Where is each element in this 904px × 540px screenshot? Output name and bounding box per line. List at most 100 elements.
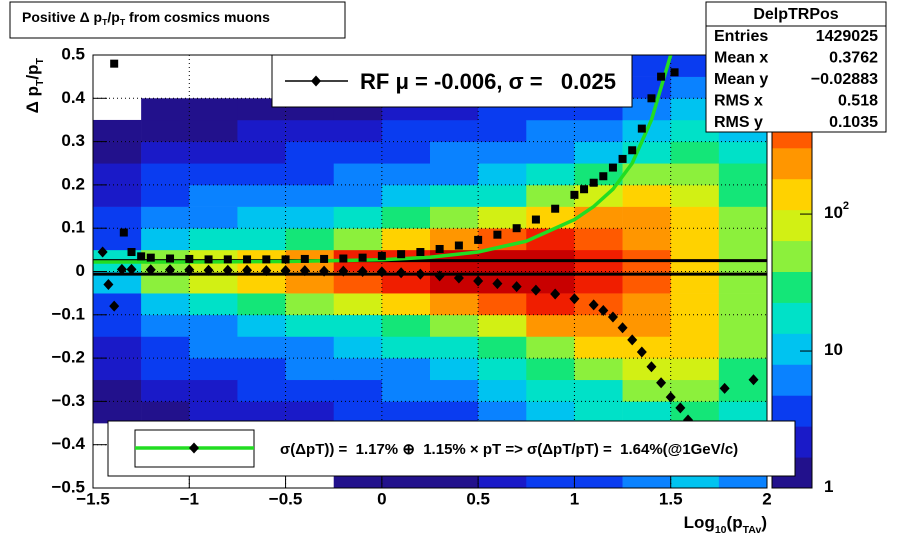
heat-cell (478, 206, 527, 229)
point (628, 146, 637, 155)
heat-cell (478, 163, 527, 186)
x-tick-label: 0 (377, 489, 386, 508)
point (598, 304, 609, 316)
heat-cell (718, 358, 768, 381)
heat-cell (93, 379, 142, 402)
x-axis-title-part: Log (684, 513, 715, 532)
point (126, 263, 137, 275)
heat-cell (141, 358, 190, 381)
heat-cell (718, 314, 768, 337)
heat-cell (478, 401, 527, 424)
heat-cell (237, 119, 286, 142)
heat-cell (430, 119, 479, 142)
heat-cell (237, 206, 286, 229)
heat-cell (718, 379, 768, 402)
heat-cell (333, 314, 383, 337)
heat-cell (381, 336, 431, 359)
heat-cell (381, 228, 431, 251)
z-tick-label: 102 (824, 200, 849, 223)
point (530, 284, 541, 296)
y-axis-title-part: T (34, 79, 46, 86)
heat-cell (430, 314, 479, 337)
point (116, 263, 127, 275)
heat-cell (285, 119, 335, 142)
heat-cell (381, 379, 431, 402)
heat-cell (237, 271, 286, 294)
heat-cell (333, 206, 383, 229)
heat-cell (285, 314, 335, 337)
y-tick-label: −0.3 (51, 391, 85, 410)
heat-cell (718, 293, 768, 316)
point (589, 178, 598, 187)
point (647, 94, 656, 103)
heat-cell (574, 401, 623, 424)
heat-cell (189, 293, 238, 316)
plot-layer (93, 54, 767, 426)
heat-cell (141, 336, 190, 359)
point (492, 278, 503, 290)
point (618, 154, 627, 163)
heat-cell (574, 119, 623, 142)
heat-cell (93, 228, 142, 251)
heat-cell (237, 163, 286, 186)
heat-cell (574, 358, 623, 381)
heat-cell (526, 293, 575, 316)
heat-cell (285, 206, 335, 229)
point (145, 264, 156, 276)
y-axis-title-part: /p (23, 64, 42, 79)
heat-cell (189, 271, 238, 294)
point (599, 172, 608, 181)
heat-cell (526, 379, 575, 402)
point (434, 270, 445, 282)
x-tick-label: −1.5 (76, 489, 110, 508)
point (670, 68, 679, 77)
heat-cell (93, 358, 142, 381)
stats-value: −0.02883 (811, 71, 878, 88)
y-axis-title-part: Δ p (23, 86, 42, 113)
chart-title-part: from cosmics muons (125, 9, 270, 25)
y-tick-label: −0.1 (51, 304, 85, 323)
heat-cell (189, 141, 238, 164)
heat-cell (333, 141, 383, 164)
heat-cell (622, 206, 672, 229)
heat-cell (526, 163, 575, 186)
heat-cell (381, 358, 431, 381)
heat-cell (93, 119, 142, 142)
point (166, 254, 175, 263)
heat-cell (333, 336, 383, 359)
chart-title-part: T (120, 17, 126, 27)
heat-cell (285, 228, 335, 251)
heat-cell (670, 358, 720, 381)
heat-cell (718, 163, 768, 186)
heat-cell (430, 293, 479, 316)
point (617, 322, 628, 334)
point (415, 268, 426, 280)
stats-value: 0.1035 (829, 114, 878, 131)
heat-cell (93, 401, 142, 424)
point (376, 266, 387, 278)
point (511, 281, 522, 293)
point (299, 265, 310, 277)
point (608, 163, 617, 172)
stats-label: Mean x (714, 50, 768, 67)
y-axis-title-part: T (34, 57, 46, 64)
point (338, 265, 349, 277)
point (280, 265, 291, 277)
heat-cell (141, 141, 190, 164)
heat-cell (93, 163, 142, 186)
heat-cell (141, 379, 190, 402)
heat-cell (478, 184, 527, 207)
point (103, 278, 114, 290)
point (127, 248, 136, 257)
point (435, 244, 444, 253)
point (319, 265, 330, 277)
x-tick-label: −1 (180, 489, 199, 508)
point (719, 382, 730, 394)
heat-cell (141, 119, 190, 142)
chart-title-part: T (102, 17, 108, 27)
stats-title: DelpTRPos (753, 6, 838, 23)
heat-cell (285, 163, 335, 186)
heat-cell (478, 141, 527, 164)
